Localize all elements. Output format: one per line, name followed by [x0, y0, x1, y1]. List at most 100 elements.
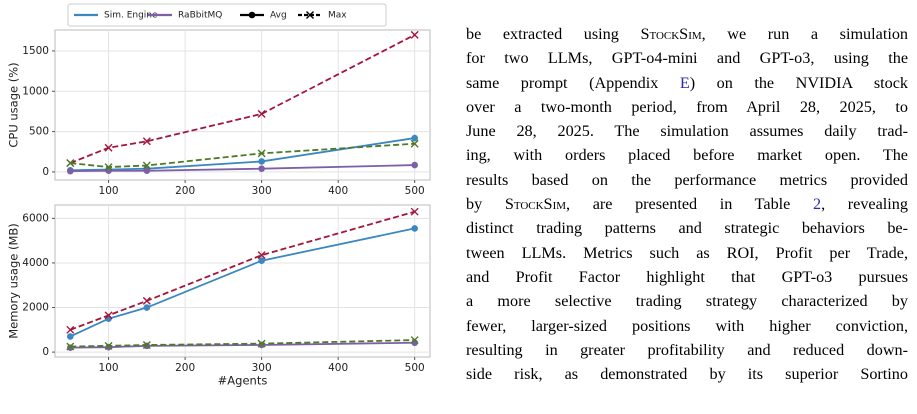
data-point: [143, 167, 151, 175]
reference-link[interactable]: E: [679, 73, 690, 92]
x-axis-label: #Agents: [218, 374, 268, 388]
data-point: [104, 341, 113, 350]
legend-box: [67, 3, 387, 27]
text-run: , are presented in Table: [566, 195, 813, 214]
y-axis-label: CPU usage (%): [7, 62, 21, 147]
text-run: tween LLMs. Metrics such as ROI, Profit …: [466, 243, 908, 262]
plot-area: [54, 204, 431, 358]
figure: Sim. Engine RaBbitMQ Avg Max050010001500100…: [7, 3, 431, 388]
y-tick-label: 2000: [22, 302, 49, 314]
x-tick-label: 100: [99, 185, 119, 197]
data-point: [410, 336, 419, 345]
text-line: a more selective trading strategy charac…: [466, 289, 908, 313]
data-point: [104, 311, 113, 320]
data-point: [66, 342, 75, 351]
y-tick-label: 0: [42, 166, 49, 178]
text-run: resulting in greater profitability and r…: [466, 340, 908, 359]
data-point: [410, 207, 419, 216]
data-point: [258, 257, 265, 265]
text-line: distinct trading patterns and strategic …: [466, 216, 908, 240]
y-tick-label: 6000: [22, 212, 49, 224]
text-run: by: [466, 195, 505, 214]
text-run: ) on the NVIDIA stock: [689, 73, 908, 92]
legend-marker: [248, 11, 256, 19]
data-point: [411, 161, 418, 169]
text-line: be extracted using StockSim, we run a si…: [466, 22, 908, 46]
data-point: [258, 165, 265, 173]
data-point: [410, 30, 419, 39]
data-point: [257, 339, 266, 348]
data-point: [66, 159, 75, 168]
data-point: [104, 163, 113, 172]
text-run: , revealing: [821, 195, 908, 214]
data-point: [257, 109, 266, 118]
x-tick-label: 500: [405, 185, 425, 197]
legend-label: RaBbitMQ: [178, 11, 222, 21]
x-tick-label: 300: [252, 362, 272, 374]
text-line: resulting in greater profitability and r…: [466, 338, 908, 362]
text-run: side risk, as demonstrated by its superi…: [466, 365, 908, 384]
data-point: [67, 344, 74, 351]
text-line: tween LLMs. Metrics such as ROI, Profit …: [466, 241, 908, 265]
system-name: StockSim: [504, 195, 567, 214]
text-run: distinct trading patterns and strategic …: [466, 219, 908, 238]
x-tick-label: 200: [175, 362, 195, 374]
legend-label: Avg: [270, 11, 287, 21]
data-point: [67, 333, 74, 340]
data-point: [142, 296, 151, 305]
text-run: same prompt (Appendix: [466, 73, 680, 92]
data-point: [104, 143, 113, 152]
x-tick-label: 300: [252, 185, 272, 197]
text-run: fewer, larger-sized positions with highe…: [466, 316, 908, 335]
text-run: be extracted using: [466, 25, 641, 43]
x-tick-label: 500: [405, 362, 425, 374]
text-run: over a two-month period, from April 28, …: [466, 97, 908, 116]
text-run: a more selective trading strategy charac…: [466, 292, 908, 311]
data-point: [411, 134, 418, 142]
data-point: [411, 225, 418, 232]
paragraph: be extracted using StockSim, we run a si…: [466, 22, 908, 386]
x-tick-label: 400: [328, 185, 348, 197]
text-run: results based on the performance metrics…: [466, 170, 908, 189]
system-name: StockSim: [640, 25, 702, 43]
data-point: [105, 167, 112, 175]
data-point: [66, 325, 75, 334]
x-tick-label: 400: [328, 362, 348, 374]
reference-link[interactable]: 2: [813, 195, 822, 214]
text-line: results based on the performance metrics…: [466, 168, 908, 192]
text-line: by StockSim, are presented in Table 2, r…: [466, 192, 908, 216]
text-run: June 28, 2025. The simulation assumes da…: [466, 122, 908, 141]
plot-area: [54, 29, 431, 181]
y-tick-label: 1500: [22, 45, 49, 57]
series-line: [69, 34, 416, 164]
data-point: [410, 139, 419, 148]
data-point: [143, 304, 151, 311]
text-run: ing, with orders placed before market op…: [466, 146, 908, 165]
data-point: [142, 137, 151, 146]
data-point: [142, 340, 151, 349]
text-line: same prompt (Appendix E) on the NVIDIA s…: [466, 71, 908, 95]
y-tick-label: 500: [29, 126, 49, 138]
y-axis-label: Memory usage (MB): [7, 223, 21, 339]
text-line: for two LLMs, GPT-o4-mini and GPT-o3, us…: [466, 46, 908, 70]
data-point: [258, 158, 265, 165]
legend-marker: [306, 11, 314, 19]
data-point: [67, 167, 74, 175]
data-point: [257, 251, 266, 260]
text-line: ing, with orders placed before market op…: [466, 143, 908, 167]
text-line: June 28, 2025. The simulation assumes da…: [466, 119, 908, 143]
data-point: [142, 161, 151, 170]
x-tick-label: 200: [175, 185, 195, 197]
text-line: side risk, as demonstrated by its superi…: [466, 362, 908, 386]
legend-label: Sim. Engine: [104, 11, 158, 21]
y-tick-label: 0: [42, 346, 49, 358]
text-line: fewer, larger-sized positions with highe…: [466, 314, 908, 338]
data-point: [257, 149, 266, 158]
y-tick-label: 4000: [22, 257, 49, 269]
text-line: over a two-month period, from April 28, …: [466, 95, 908, 119]
text-run: , we run a simulation: [701, 25, 909, 43]
y-tick-label: 1000: [22, 85, 49, 97]
x-tick-label: 100: [99, 362, 119, 374]
legend-label: Max: [328, 11, 347, 21]
